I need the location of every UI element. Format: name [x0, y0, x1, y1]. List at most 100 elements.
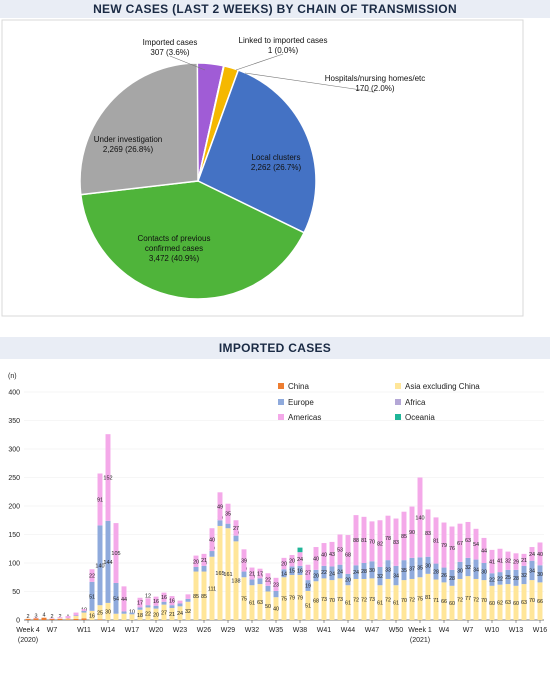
bar-segment-1-50 — [425, 573, 431, 620]
bar-value-label: 75 — [241, 597, 247, 603]
bar-segment-1-14 — [137, 609, 143, 620]
bar-value-label: 32 — [521, 573, 527, 579]
y-axis-label: (n) — [8, 373, 17, 380]
bar-segment-2-11 — [113, 582, 119, 614]
bar-value-label: 82 — [377, 542, 383, 548]
bar-value-label: 20 — [153, 612, 159, 618]
bar-segment-1-54 — [457, 578, 463, 620]
bar-value-label: 40 — [209, 538, 215, 544]
bar-segment-2-40 — [345, 573, 351, 586]
bar-segment-1-38 — [329, 580, 335, 620]
bar-segment-1-19 — [177, 606, 183, 620]
bar-segment-1-31 — [273, 597, 279, 620]
bar-segment-1-59 — [497, 584, 503, 620]
x-tick-label: W47 — [365, 627, 380, 634]
bar-segment-4-29 — [257, 568, 263, 579]
bar-value-label: 73 — [337, 597, 343, 603]
pie-label-value-1: 1 (0.0%) — [268, 46, 299, 55]
bar-segment-4-9 — [97, 473, 103, 526]
bar-segment-4-4 — [57, 617, 63, 619]
x-tick-label: W20 — [149, 627, 164, 634]
bar-segment-4-20 — [185, 594, 191, 599]
x-tick-label: W7 — [463, 627, 474, 634]
bar-segment-4-63 — [529, 547, 535, 561]
bar-segment-1-36 — [313, 581, 319, 620]
bar-value-label: 22 — [145, 612, 151, 618]
legend-label-0: China — [288, 382, 309, 391]
bar-segment-1-53 — [449, 585, 455, 620]
bar-value-label: 28 — [513, 576, 519, 582]
bar-value-label: 161 — [223, 572, 232, 578]
bar-segment-4-45 — [385, 515, 391, 561]
bar-segment-4-6 — [73, 612, 79, 616]
bar-value-label: 20 — [193, 559, 199, 565]
bar-segment-2-60 — [505, 569, 511, 585]
bar-value-label: 83 — [393, 540, 399, 546]
bar-value-label: 28 — [433, 570, 439, 576]
bar-value-label: 61 — [249, 601, 255, 607]
bar-segment-4-43 — [369, 521, 375, 562]
bar-value-label: 29 — [513, 560, 519, 566]
bar-segment-4-50 — [425, 509, 431, 557]
bar-segment-4-17 — [161, 592, 167, 602]
bar-value-label: 24 — [353, 570, 359, 576]
pie-leader-line-0 — [169, 55, 206, 71]
bar-value-label: 30 — [537, 572, 543, 578]
x-tick-label: W29 — [221, 627, 236, 634]
x-tick-label: W16 — [533, 627, 548, 634]
bar-value-label: 79 — [297, 595, 303, 601]
bar-value-label: 25 — [505, 575, 511, 581]
bar-segment-1-10 — [105, 602, 111, 620]
bar-value-label: 85 — [401, 534, 407, 540]
pie-label-value-0: 307 (3.6%) — [150, 48, 189, 57]
x-tick-label: Week 4 — [16, 627, 40, 634]
bar-segment-4-47 — [401, 511, 407, 561]
bar-value-label: 54 — [473, 542, 479, 548]
bar-value-label: 24 — [329, 571, 335, 577]
bar-value-label: 2 — [50, 614, 53, 620]
bar-segment-4-48 — [409, 506, 415, 558]
bar-value-label: 24 — [177, 611, 183, 617]
bar-segment-4-36 — [313, 547, 319, 570]
bar-value-label: 17 — [137, 601, 143, 607]
bar-value-label: 75 — [417, 597, 423, 603]
bar-value-label: 16 — [161, 595, 167, 601]
bar-value-label: 105 — [111, 551, 120, 557]
bar-segment-2-28 — [249, 579, 255, 586]
bar-segment-4-64 — [537, 542, 543, 566]
bar-segment-4-40 — [345, 535, 351, 574]
bar-value-label: 51 — [89, 594, 95, 600]
bar-value-label: 16 — [153, 599, 159, 605]
x-tick-label: W17 — [125, 627, 140, 634]
bar-segment-1-55 — [465, 576, 471, 620]
bar-value-label: 22 — [321, 570, 327, 576]
bar-value-label: 83 — [425, 531, 431, 537]
pie-chart-title: NEW CASES (LAST 2 WEEKS) BY CHAIN OF TRA… — [0, 0, 550, 18]
bar-segment-1-40 — [345, 585, 351, 620]
pie-label-name-4: Contacts of previous — [138, 234, 211, 243]
bar-segment-1-42 — [361, 578, 367, 620]
pie-label-value-5: 2,269 (26.8%) — [103, 145, 154, 154]
bar-value-label: 21 — [249, 572, 255, 578]
bar-value-label: 22 — [89, 574, 95, 580]
bar-value-label: 63 — [521, 600, 527, 606]
bar-segment-2-18 — [169, 605, 175, 609]
bar-segment-4-58 — [489, 549, 495, 574]
bar-value-label: 27 — [305, 570, 311, 576]
bar-segment-4-8 — [89, 569, 95, 582]
bar-segment-0-4 — [57, 618, 63, 620]
bar-segment-4-11 — [113, 523, 119, 583]
bar-segment-1-15 — [145, 607, 151, 620]
bar-segment-4-23 — [209, 528, 215, 552]
bar-segment-1-57 — [481, 580, 487, 620]
bar-value-label: 32 — [377, 574, 383, 580]
bar-value-label: 27 — [161, 610, 167, 616]
bar-segment-4-51 — [433, 517, 439, 564]
bar-segment-1-11 — [113, 613, 119, 620]
bar-segment-4-7 — [81, 609, 87, 611]
bar-value-label: 61 — [345, 601, 351, 607]
bar-value-label: 20 — [313, 574, 319, 580]
bar-value-label: 66 — [441, 599, 447, 605]
bar-segment-4-21 — [193, 555, 199, 567]
